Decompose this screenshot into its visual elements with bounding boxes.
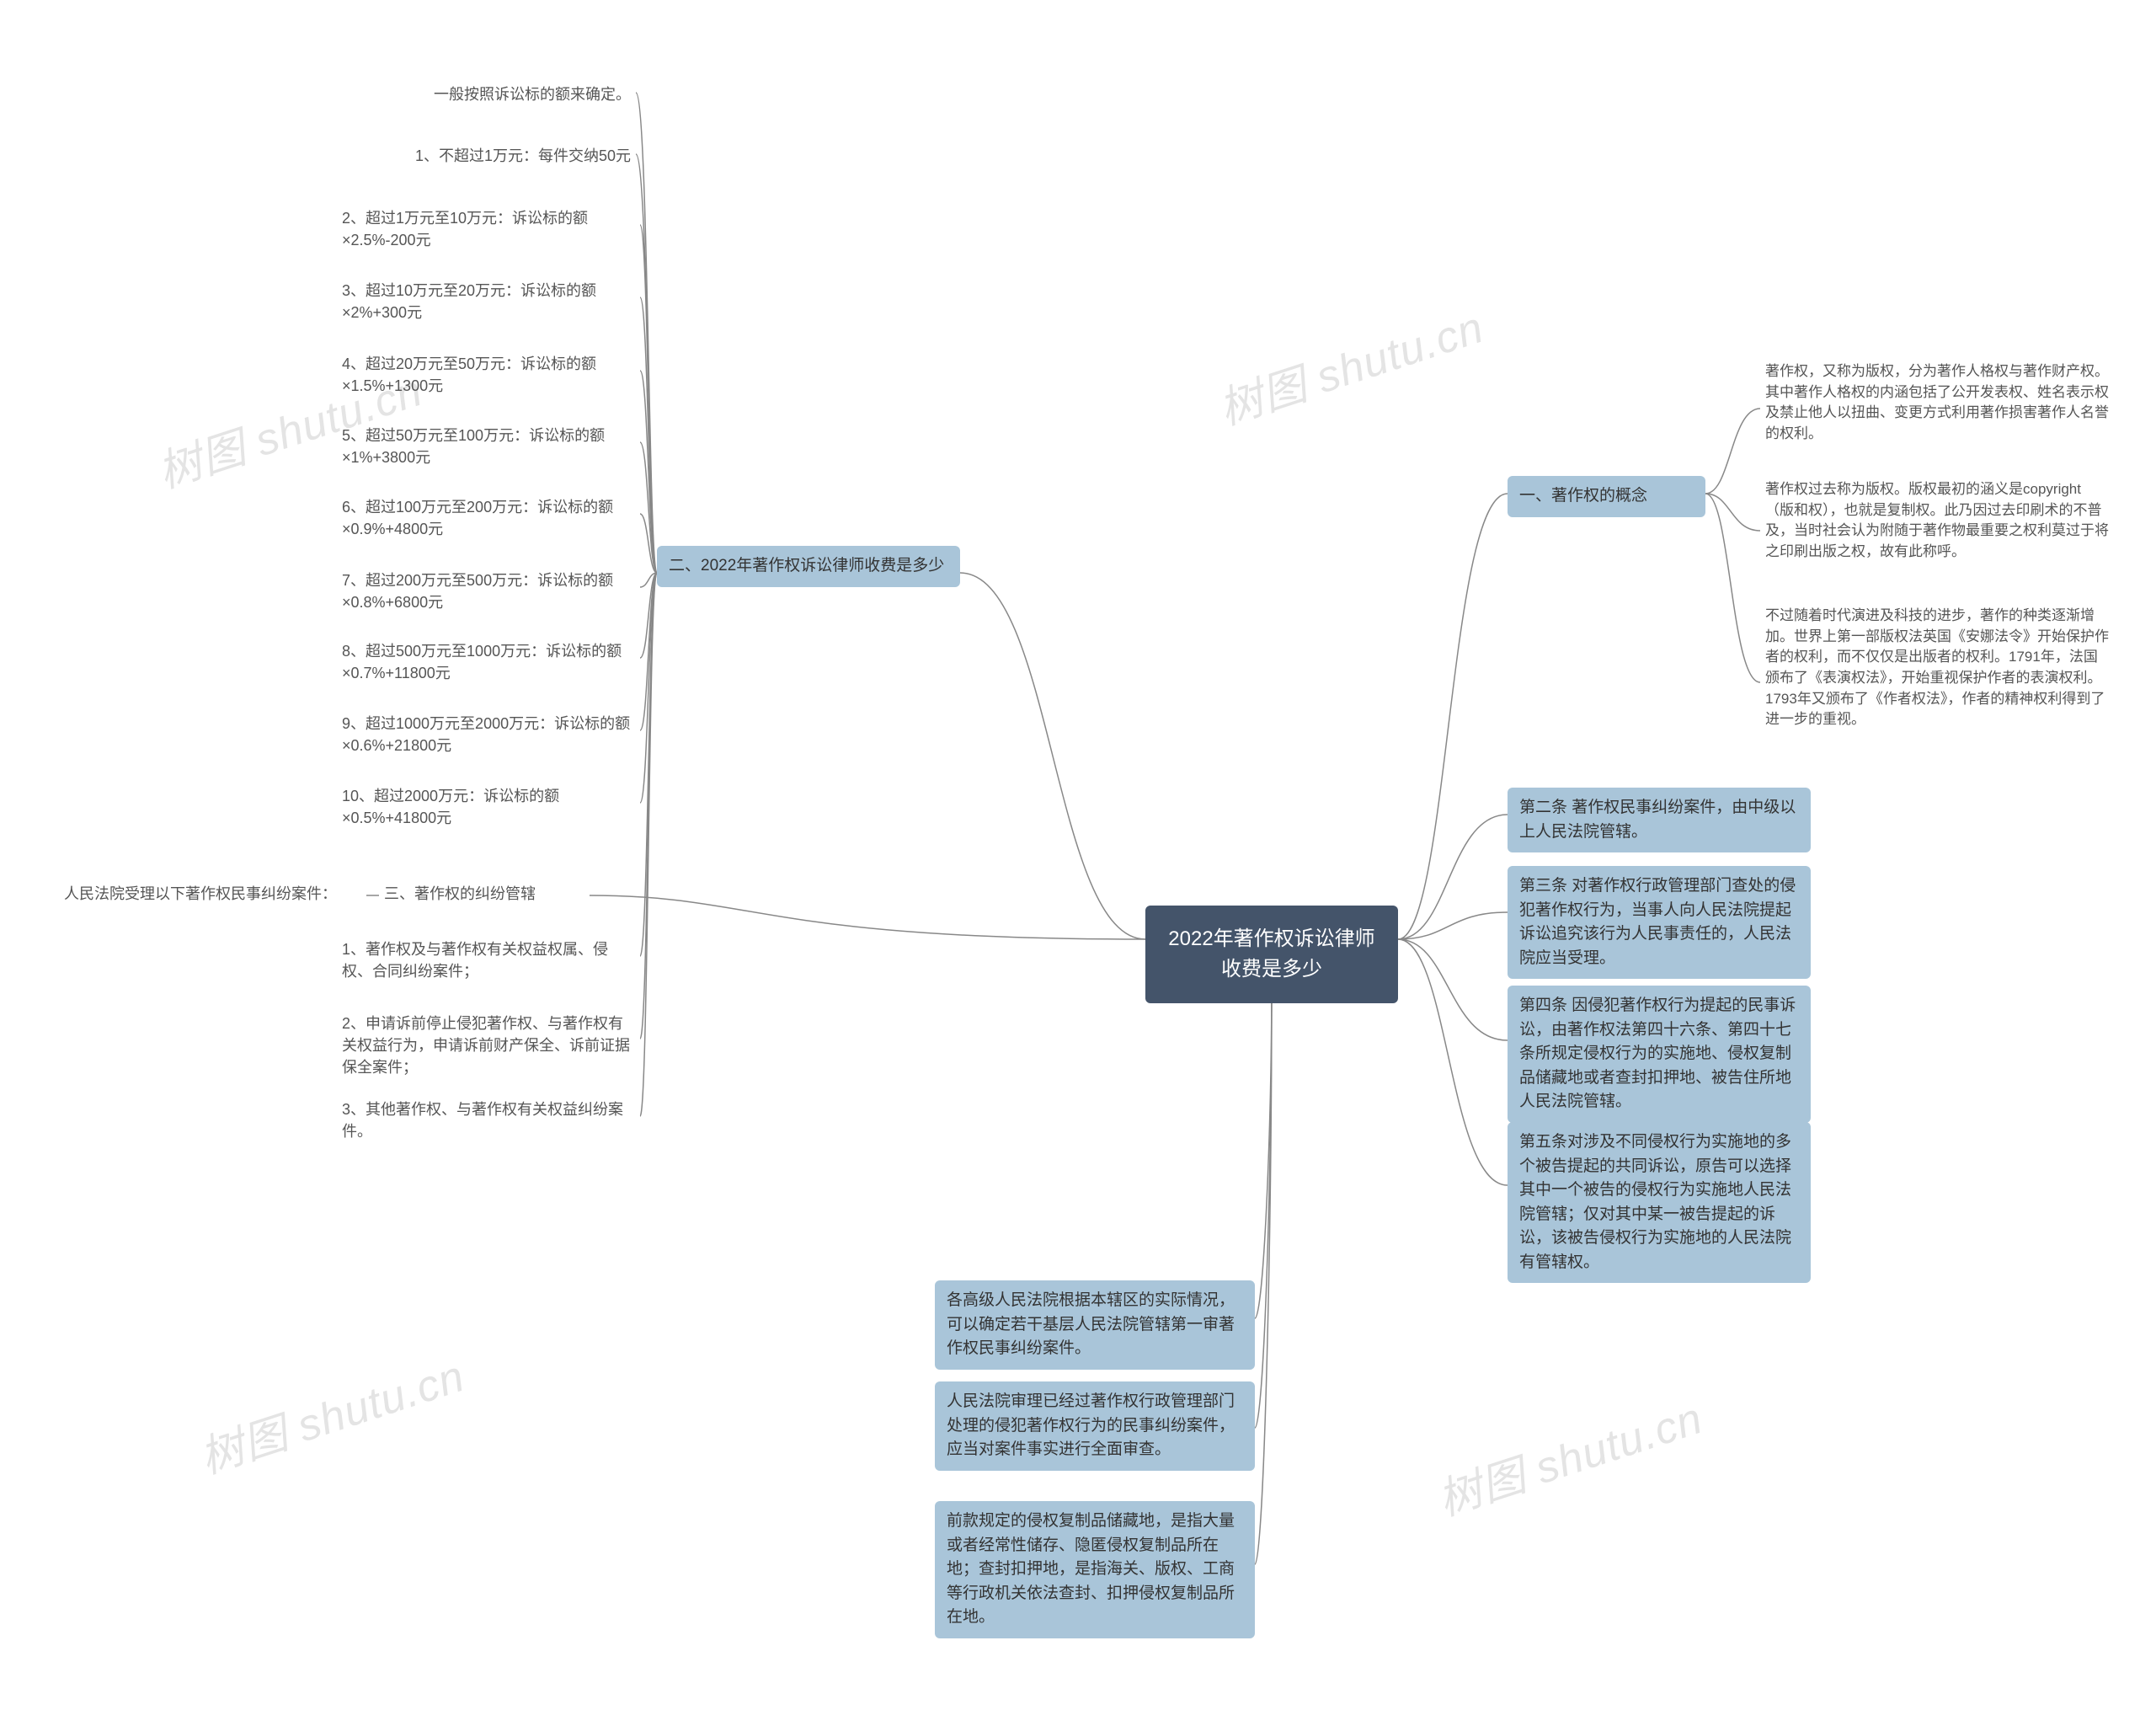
branch-concept[interactable]: 一、著作权的概念 (1508, 476, 1705, 517)
branch-label: 第三条 对著作权行政管理部门查处的侵犯著作权行为，当事人向人民法院提起诉讼追究该… (1519, 877, 1796, 967)
fee-item-10: 10、超过2000万元：诉讼标的额×0.5%+41800元 (337, 782, 640, 832)
branch-label: 各高级人民法院根据本辖区的实际情况，可以确定若干基层人民法院管辖第一审著作权民事… (947, 1291, 1235, 1357)
fee-item-13: 3、其他著作权、与著作权有关权益纠纷案件。 (337, 1095, 640, 1146)
fee-item-4: 4、超过20万元至50万元：诉讼标的额×1.5%+1300元 (337, 350, 640, 400)
branch-court-review[interactable]: 人民法院审理已经过著作权行政管理部门处理的侵犯著作权行为的民事纠纷案件，应当对案… (935, 1381, 1255, 1471)
branch-label: 人民法院审理已经过著作权行政管理部门处理的侵犯著作权行为的民事纠纷案件，应当对案… (947, 1392, 1235, 1458)
fee-item-7: 7、超过200万元至500万元：诉讼标的额×0.8%+6800元 (337, 566, 640, 617)
fee-item-2: 2、超过1万元至10万元：诉讼标的额×2.5%-200元 (337, 204, 640, 254)
branch-article-4[interactable]: 第四条 因侵犯著作权行为提起的民事诉讼，由著作权法第四十六条、第四十七条所规定侵… (1508, 986, 1811, 1123)
watermark: 树图 shutu.cn (1428, 1382, 1709, 1527)
jurisdiction-child: 人民法院受理以下著作权民事纠纷案件： (59, 879, 366, 908)
branch-jurisdiction[interactable]: 三、著作权的纠纷管辖 (379, 879, 590, 908)
branch-label: 一、著作权的概念 (1519, 487, 1647, 505)
branch-label: 第四条 因侵犯著作权行为提起的民事诉讼，由著作权法第四十六条、第四十七条所规定侵… (1519, 997, 1796, 1110)
branch-article-2[interactable]: 第二条 著作权民事纠纷案件，由中级以上人民法院管辖。 (1508, 788, 1811, 852)
fee-item-6: 6、超过100万元至200万元：诉讼标的额×0.9%+4800元 (337, 493, 640, 543)
fee-item-5: 5、超过50万元至100万元：诉讼标的额×1%+3800元 (337, 421, 640, 472)
fee-item-general: 一般按照诉讼标的额来确定。 (400, 80, 636, 109)
branch-higher-courts[interactable]: 各高级人民法院根据本辖区的实际情况，可以确定若干基层人民法院管辖第一审著作权民事… (935, 1280, 1255, 1370)
branch-article-5[interactable]: 第五条对涉及不同侵权行为实施地的多个被告提起的共同诉讼，原告可以选择其中一个被告… (1508, 1122, 1811, 1283)
fee-item-1: 1、不超过1万元：每件交纳50元 (400, 142, 636, 170)
branch-label: 二、2022年著作权诉讼律师收费是多少 (669, 557, 944, 574)
fee-item-3: 3、超过10万元至20万元：诉讼标的额×2%+300元 (337, 276, 640, 327)
fee-item-9: 9、超过1000万元至2000万元：诉讼标的额×0.6%+21800元 (337, 709, 640, 760)
root-node[interactable]: 2022年著作权诉讼律师收费是多少 (1145, 906, 1398, 1003)
concept-leaf-2: 著作权过去称为版权。版权最初的涵义是copyright（版和权），也就是复制权。… (1760, 476, 2114, 566)
branch-label: 第五条对涉及不同侵权行为实施地的多个被告提起的共同诉讼，原告可以选择其中一个被告… (1519, 1133, 1791, 1271)
branch-storage-seizure[interactable]: 前款规定的侵权复制品储藏地，是指大量或者经常性储存、隐匿侵权复制品所在地；查封扣… (935, 1501, 1255, 1638)
branch-fees-2022[interactable]: 二、2022年著作权诉讼律师收费是多少 (657, 546, 960, 587)
fee-item-11: 1、著作权及与著作权有关权益权属、侵权、合同纠纷案件； (337, 935, 640, 986)
concept-leaf-3: 不过随着时代演进及科技的进步，著作的种类逐渐增加。世界上第一部版权法英国《安娜法… (1760, 602, 2114, 734)
root-label: 2022年著作权诉讼律师收费是多少 (1168, 927, 1374, 981)
branch-article-3[interactable]: 第三条 对著作权行政管理部门查处的侵犯著作权行为，当事人向人民法院提起诉讼追究该… (1508, 866, 1811, 979)
concept-leaf-1: 著作权，又称为版权，分为著作人格权与著作财产权。其中著作人格权的内涵包括了公开发… (1760, 358, 2114, 448)
watermark: 树图 shutu.cn (190, 1340, 471, 1485)
fee-item-12: 2、申请诉前停止侵犯著作权、与著作权有关权益行为，申请诉前财产保全、诉前证据保全… (337, 1009, 640, 1082)
fee-item-8: 8、超过500万元至1000万元：诉讼标的额×0.7%+11800元 (337, 637, 640, 687)
watermark: 树图 shutu.cn (1209, 291, 1490, 436)
branch-label: 第二条 著作权民事纠纷案件，由中级以上人民法院管辖。 (1519, 799, 1796, 841)
branch-label: 前款规定的侵权复制品储藏地，是指大量或者经常性储存、隐匿侵权复制品所在地；查封扣… (947, 1512, 1235, 1626)
